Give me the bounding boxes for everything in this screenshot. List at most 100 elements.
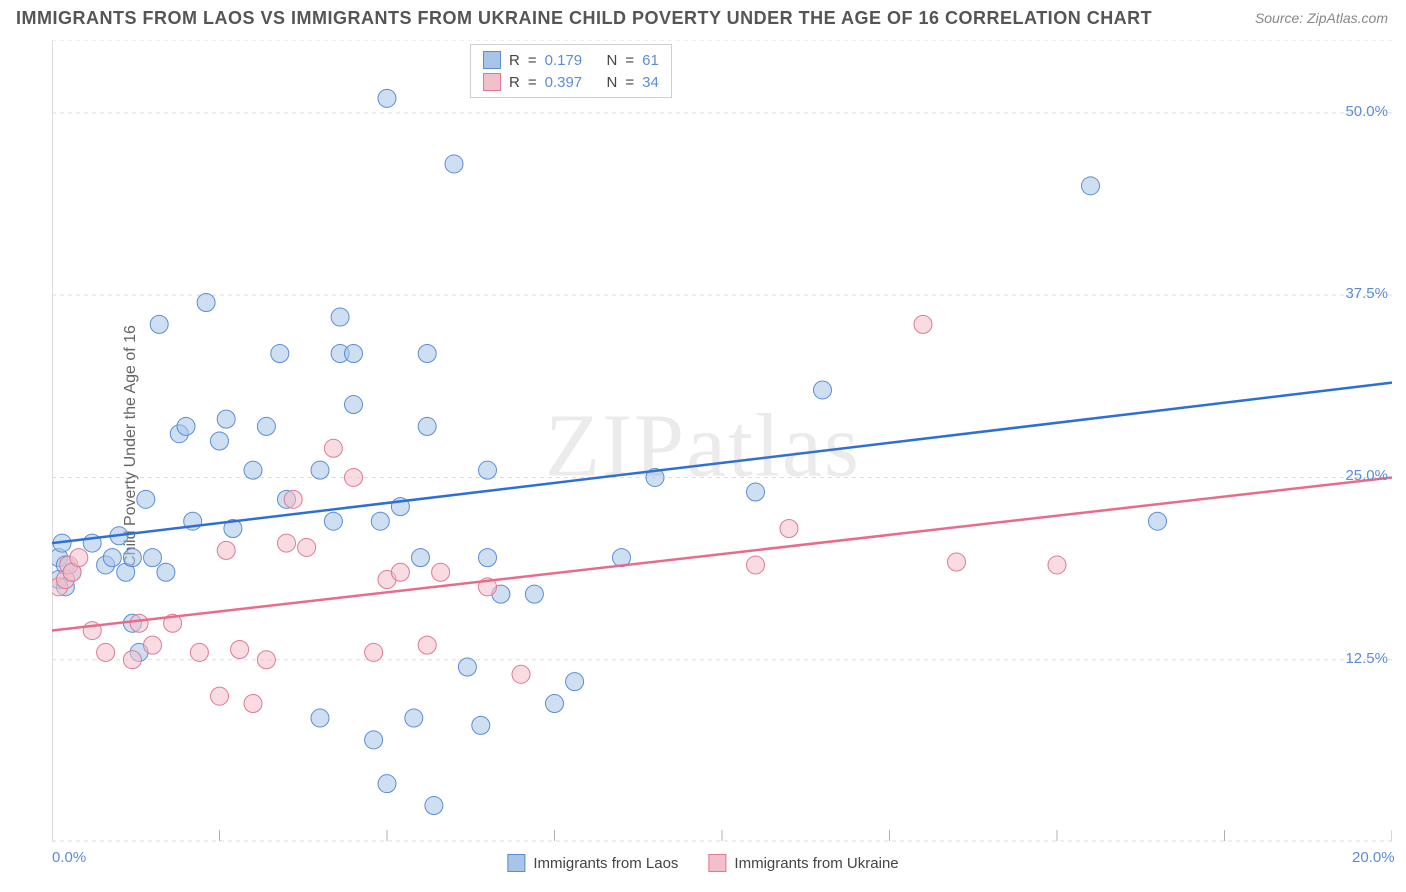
data-point	[144, 636, 162, 654]
data-point	[780, 519, 798, 537]
data-point	[298, 538, 316, 556]
r-label: R	[509, 52, 520, 69]
data-point	[814, 381, 832, 399]
data-point	[324, 512, 342, 530]
data-point	[458, 658, 476, 676]
r-value: 0.179	[545, 52, 583, 69]
data-point	[211, 432, 229, 450]
data-point	[244, 694, 262, 712]
data-point	[1048, 556, 1066, 574]
legend-swatch	[708, 854, 726, 872]
data-point	[948, 553, 966, 571]
data-point	[345, 468, 363, 486]
data-point	[418, 636, 436, 654]
data-point	[137, 490, 155, 508]
n-value: 34	[642, 74, 659, 91]
data-point	[130, 614, 148, 632]
plot-area	[52, 40, 1392, 842]
legend-label: Immigrants from Ukraine	[734, 855, 898, 872]
data-point	[391, 563, 409, 581]
data-point	[257, 651, 275, 669]
data-point	[70, 549, 88, 567]
data-point	[244, 461, 262, 479]
data-point	[546, 694, 564, 712]
data-point	[211, 687, 229, 705]
data-point	[231, 641, 249, 659]
y-tick-label: 37.5%	[1345, 285, 1388, 302]
y-tick-label: 12.5%	[1345, 650, 1388, 667]
legend-swatch	[507, 854, 525, 872]
data-point	[479, 549, 497, 567]
data-point	[472, 716, 490, 734]
n-value: 61	[642, 52, 659, 69]
data-point	[197, 293, 215, 311]
x-tick-label: 20.0%	[1352, 849, 1395, 866]
data-point	[365, 731, 383, 749]
data-point	[123, 549, 141, 567]
data-point	[278, 534, 296, 552]
data-point	[479, 461, 497, 479]
data-point	[566, 673, 584, 691]
n-label: N	[607, 74, 618, 91]
data-point	[445, 155, 463, 173]
data-point	[177, 417, 195, 435]
data-point	[378, 775, 396, 793]
data-point	[378, 89, 396, 107]
data-point	[311, 709, 329, 727]
data-point	[512, 665, 530, 683]
data-point	[284, 490, 302, 508]
equals-sign: =	[528, 52, 537, 69]
data-point	[345, 396, 363, 414]
data-point	[311, 461, 329, 479]
legend-item: Immigrants from Ukraine	[708, 854, 898, 872]
y-tick-label: 50.0%	[1345, 103, 1388, 120]
r-label: R	[509, 74, 520, 91]
n-label: N	[607, 52, 618, 69]
data-point	[345, 345, 363, 363]
data-point	[123, 651, 141, 669]
stats-legend: R = 0.179 N = 61 R = 0.397 N = 34	[470, 44, 672, 98]
equals-sign: =	[625, 74, 634, 91]
data-point	[217, 410, 235, 428]
data-point	[525, 585, 543, 603]
equals-sign: =	[625, 52, 634, 69]
legend-label: Immigrants from Laos	[533, 855, 678, 872]
data-point	[405, 709, 423, 727]
data-point	[365, 643, 383, 661]
data-point	[418, 417, 436, 435]
data-point	[150, 315, 168, 333]
equals-sign: =	[528, 74, 537, 91]
data-point	[412, 549, 430, 567]
data-point	[432, 563, 450, 581]
data-point	[418, 345, 436, 363]
data-point	[1149, 512, 1167, 530]
source-attribution: Source: ZipAtlas.com	[1255, 10, 1388, 26]
scatter-plot-svg	[52, 40, 1392, 842]
legend-swatch	[483, 51, 501, 69]
data-point	[271, 345, 289, 363]
data-point	[747, 483, 765, 501]
trend-line	[52, 477, 1392, 630]
data-point	[97, 643, 115, 661]
data-point	[257, 417, 275, 435]
data-point	[425, 797, 443, 815]
data-point	[103, 549, 121, 567]
legend-item: Immigrants from Laos	[507, 854, 678, 872]
data-point	[217, 541, 235, 559]
data-point	[747, 556, 765, 574]
data-point	[331, 308, 349, 326]
chart-title: IMMIGRANTS FROM LAOS VS IMMIGRANTS FROM …	[16, 8, 1152, 29]
y-tick-label: 25.0%	[1345, 467, 1388, 484]
x-tick-label: 0.0%	[52, 849, 86, 866]
data-point	[144, 549, 162, 567]
data-point	[157, 563, 175, 581]
data-point	[914, 315, 932, 333]
stats-legend-row: R = 0.179 N = 61	[483, 49, 659, 71]
stats-legend-row: R = 0.397 N = 34	[483, 71, 659, 93]
data-point	[1082, 177, 1100, 195]
data-point	[324, 439, 342, 457]
data-point	[371, 512, 389, 530]
legend-swatch	[483, 73, 501, 91]
series-legend: Immigrants from Laos Immigrants from Ukra…	[507, 854, 898, 872]
r-value: 0.397	[545, 74, 583, 91]
